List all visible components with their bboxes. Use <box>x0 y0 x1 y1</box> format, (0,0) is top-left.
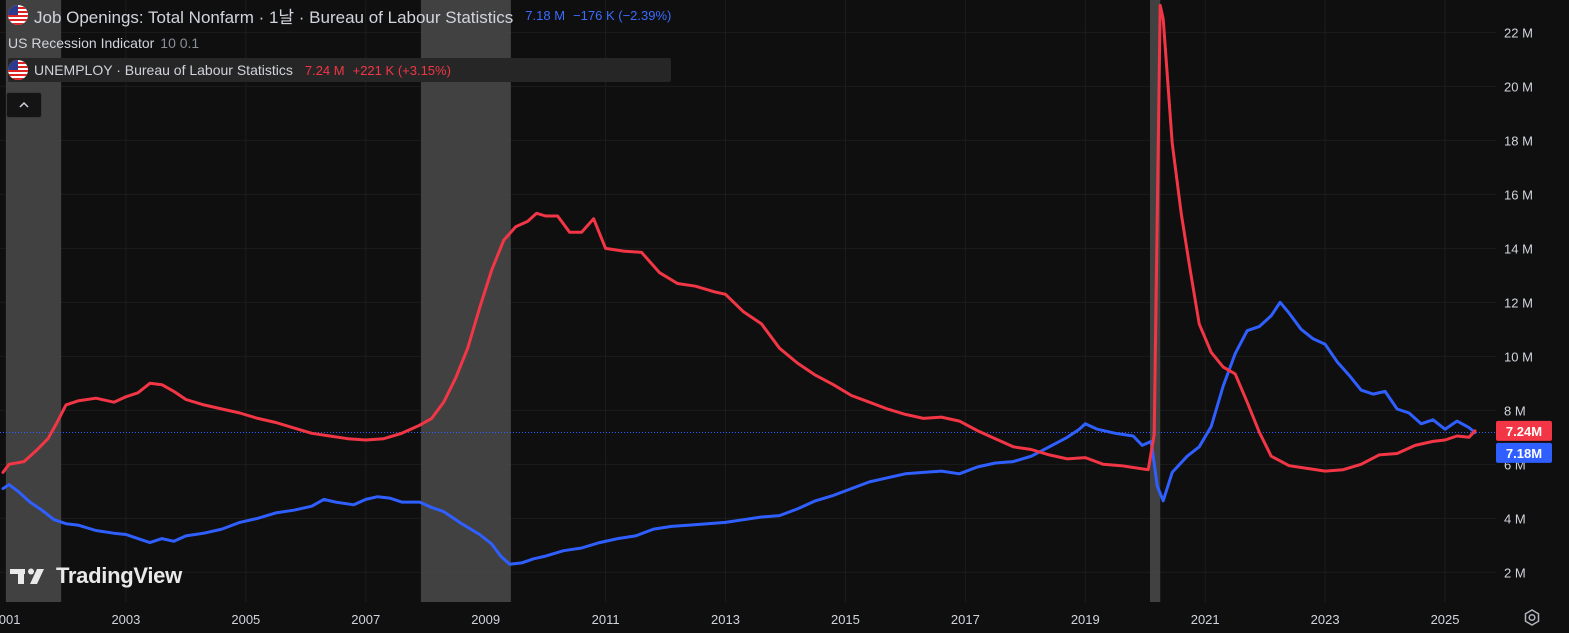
series-line-job_openings <box>1 300 1477 566</box>
x-tick-label: 2001 <box>0 612 20 627</box>
series-lines <box>1 3 1477 566</box>
x-tick-label: 2025 <box>1431 612 1460 627</box>
watermark-text: TradingView <box>56 563 182 588</box>
y-tick-label: 4 M <box>1504 511 1526 526</box>
tradingview-watermark[interactable]: TradingView <box>10 563 182 589</box>
x-tick-label: 2017 <box>951 612 980 627</box>
recession-shading <box>5 0 1161 602</box>
y-tick-label: 16 M <box>1504 187 1533 202</box>
x-axis[interactable]: 2001 2003 2005 2007 2009 2011 2013 2015 2017 2019… <box>0 612 1459 627</box>
legend-params-recession: 10 0.1 <box>160 35 200 51</box>
chart-settings-button[interactable] <box>1522 608 1542 633</box>
tradingview-logo-icon <box>10 568 44 584</box>
y-tick-label: 20 M <box>1504 79 1533 94</box>
legend-series-job-openings[interactable]: Job Openings: Total Nonfarm · 1날 · Burea… <box>8 4 672 27</box>
x-tick-label: 2009 <box>471 612 500 627</box>
y-tick-label: 8 M <box>1504 403 1526 418</box>
y-axis[interactable]: 2 M4 M6 M8 M10 M12 M14 M16 M18 M20 M22 M <box>1504 25 1533 580</box>
last-value-label-unemploy: 7.24M <box>1496 420 1552 441</box>
x-tick-label: 2021 <box>1191 612 1220 627</box>
legend: Job Openings: Total Nonfarm · 1날 · Burea… <box>8 4 672 82</box>
last-value-label-job_openings: 7.18M <box>1496 442 1552 463</box>
us-flag-icon <box>8 5 28 25</box>
collapse-legend-button[interactable] <box>6 92 42 118</box>
x-tick-label: 2005 <box>231 612 260 627</box>
grid-lines <box>0 0 1496 602</box>
svg-text:7.24M: 7.24M <box>1506 424 1542 439</box>
y-tick-label: 10 M <box>1504 349 1533 364</box>
legend-title-recession: US Recession Indicator <box>8 35 155 51</box>
legend-value-unemploy: 7.24 M +221 K (+3.15%) <box>304 62 451 78</box>
svg-text:7.18M: 7.18M <box>1506 446 1542 461</box>
legend-title-job-openings: Job Openings: Total Nonfarm · 1날 · Burea… <box>34 7 514 27</box>
x-tick-label: 2015 <box>831 612 860 627</box>
y-tick-label: 12 M <box>1504 295 1533 310</box>
x-tick-label: 2023 <box>1311 612 1340 627</box>
x-tick-label: 2013 <box>711 612 740 627</box>
y-tick-label: 14 M <box>1504 241 1533 256</box>
gear-icon <box>1524 609 1540 626</box>
us-flag-icon <box>8 60 28 80</box>
y-tick-label: 2 M <box>1504 565 1526 580</box>
x-tick-label: 2007 <box>351 612 380 627</box>
recession-band <box>5 0 62 602</box>
y-tick-label: 18 M <box>1504 133 1533 148</box>
x-tick-label: 2011 <box>592 612 620 627</box>
recession-band <box>420 0 511 602</box>
x-tick-label: 2003 <box>111 612 140 627</box>
last-value-labels: 7.24M 7.18M <box>1496 420 1552 463</box>
legend-indicator-recession[interactable]: US Recession Indicator 10 0.1 <box>8 33 671 53</box>
legend-series-unemploy[interactable]: UNEMPLOY · Bureau of Labour Statistics 7… <box>8 58 672 82</box>
x-tick-label: 2019 <box>1071 612 1100 627</box>
legend-value-job-openings: 7.18 M −176 K (−2.39%) <box>525 7 672 23</box>
series-line-unemploy <box>1 3 1477 474</box>
chevron-up-icon <box>19 101 29 108</box>
y-tick-label: 22 M <box>1504 25 1533 40</box>
legend-title-unemploy: UNEMPLOY · Bureau of Labour Statistics <box>34 62 293 78</box>
